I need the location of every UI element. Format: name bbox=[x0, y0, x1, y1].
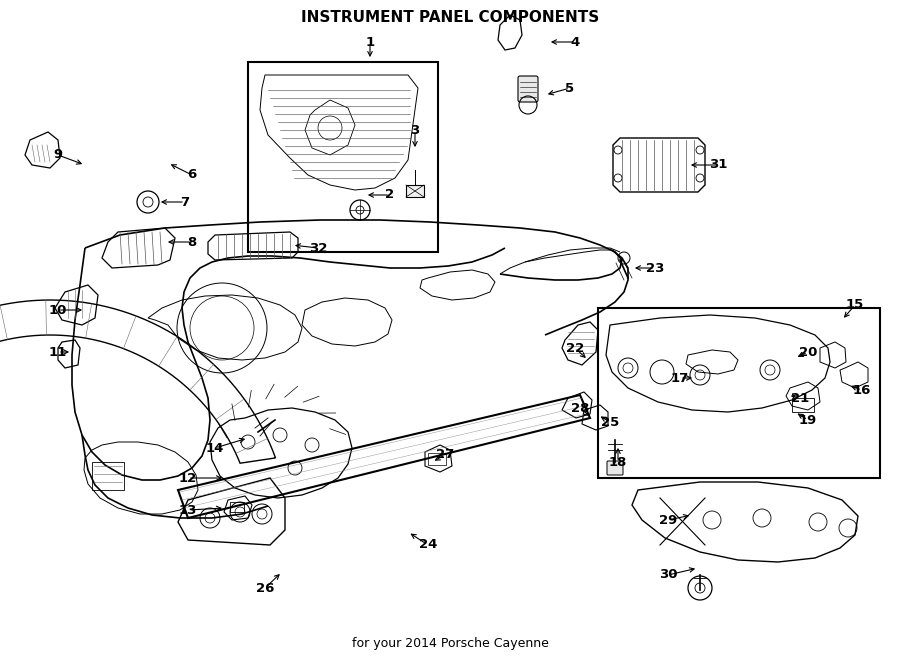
Bar bbox=[406, 185, 424, 197]
Text: 16: 16 bbox=[853, 383, 871, 397]
FancyBboxPatch shape bbox=[607, 461, 623, 475]
Text: 6: 6 bbox=[187, 169, 196, 182]
Text: 14: 14 bbox=[206, 442, 224, 455]
Text: INSTRUMENT PANEL COMPONENTS: INSTRUMENT PANEL COMPONENTS bbox=[301, 11, 599, 26]
Text: 12: 12 bbox=[179, 471, 197, 485]
Text: 1: 1 bbox=[365, 36, 374, 48]
Text: 4: 4 bbox=[571, 36, 580, 48]
Text: 13: 13 bbox=[179, 504, 197, 516]
Bar bbox=[92, 462, 124, 490]
Text: 8: 8 bbox=[187, 235, 196, 249]
Text: 2: 2 bbox=[385, 188, 394, 202]
Text: 18: 18 bbox=[608, 455, 627, 469]
Text: 5: 5 bbox=[565, 81, 574, 95]
Text: 11: 11 bbox=[49, 346, 68, 358]
Text: 9: 9 bbox=[53, 149, 63, 161]
Text: 24: 24 bbox=[418, 539, 437, 551]
Text: 31: 31 bbox=[709, 159, 727, 171]
Text: 23: 23 bbox=[646, 262, 664, 274]
Text: 17: 17 bbox=[670, 371, 689, 385]
Text: 32: 32 bbox=[309, 241, 328, 254]
Bar bbox=[428, 453, 446, 465]
Text: 10: 10 bbox=[49, 303, 68, 317]
Text: 7: 7 bbox=[180, 196, 190, 208]
Text: 19: 19 bbox=[799, 414, 817, 426]
Text: 22: 22 bbox=[566, 342, 584, 354]
Text: 29: 29 bbox=[659, 514, 677, 527]
Text: 21: 21 bbox=[791, 391, 809, 405]
Bar bbox=[230, 502, 244, 512]
Text: 15: 15 bbox=[846, 299, 864, 311]
Text: 28: 28 bbox=[571, 401, 590, 414]
Text: 25: 25 bbox=[601, 416, 619, 428]
Bar bbox=[598, 308, 880, 478]
Text: 26: 26 bbox=[256, 582, 274, 594]
Bar bbox=[248, 62, 438, 252]
Text: 3: 3 bbox=[410, 124, 419, 137]
FancyBboxPatch shape bbox=[518, 76, 538, 102]
Text: for your 2014 Porsche Cayenne: for your 2014 Porsche Cayenne bbox=[352, 637, 548, 650]
Text: 20: 20 bbox=[799, 346, 817, 358]
Text: 30: 30 bbox=[659, 568, 677, 582]
Text: 27: 27 bbox=[436, 449, 454, 461]
Bar bbox=[792, 398, 814, 412]
